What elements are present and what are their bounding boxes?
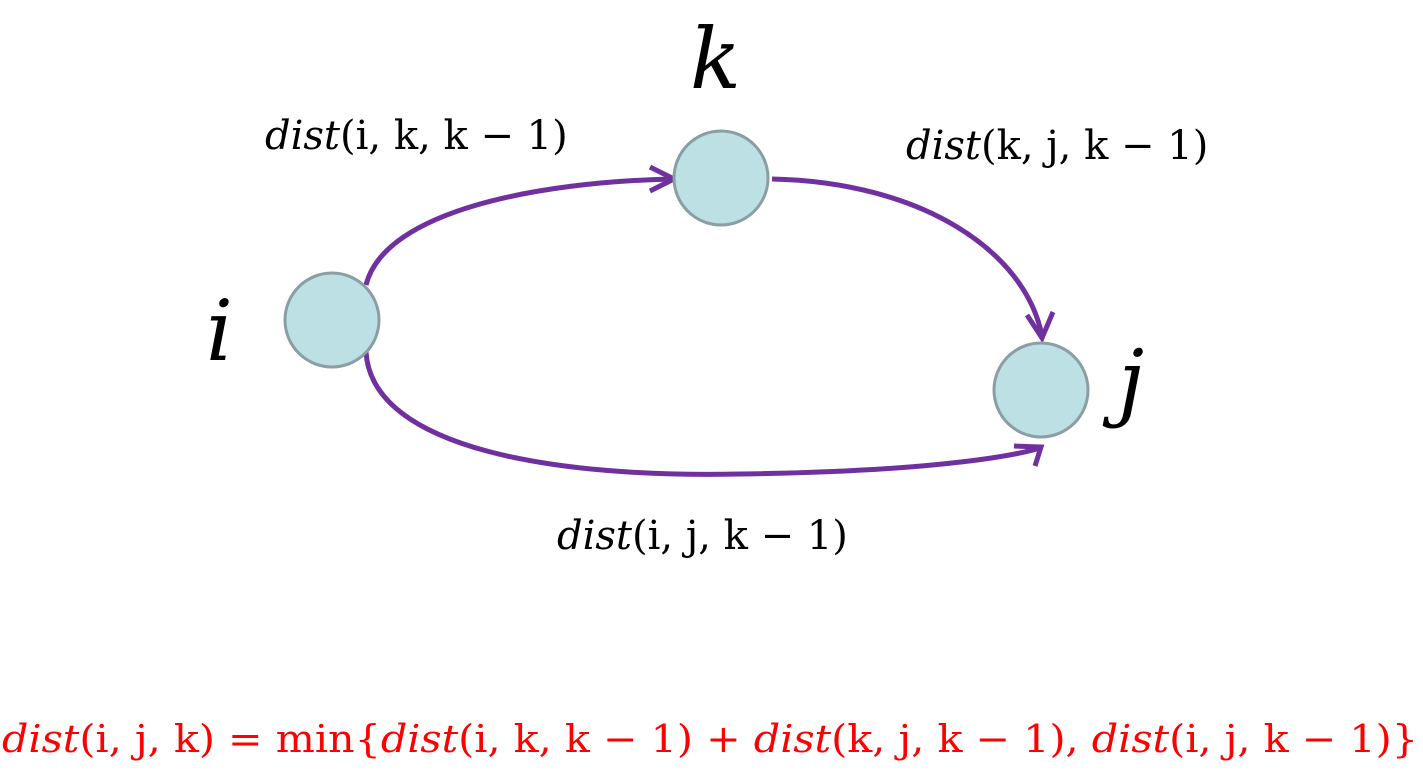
edge-label-k-to-j: dist(k, j, k − 1)	[906, 123, 1208, 169]
node-j	[992, 341, 1090, 439]
edge-k-to-j	[771, 176, 1045, 337]
edge-label-k-to-j-func: dist	[906, 123, 982, 169]
edge-label-k-to-j-args: (k, j, k − 1)	[981, 123, 1208, 169]
edge-i-to-j	[363, 351, 1041, 477]
arrowhead-i-to-j	[1013, 443, 1045, 467]
formula-term1-args: (i, k, k − 1)	[458, 717, 693, 761]
edge-label-i-to-j-args: (i, j, k − 1)	[632, 513, 848, 559]
edge-label-i-to-j-func: dist	[557, 513, 633, 559]
formula-term1-func: dist	[381, 717, 459, 761]
node-label-i: i	[206, 282, 233, 380]
node-label-j: j	[1102, 332, 1144, 430]
edge-label-i-to-j: dist(i, j, k − 1)	[557, 513, 848, 559]
node-label-k: k	[690, 10, 741, 108]
formula-plus: +	[693, 717, 754, 761]
formula-comma: ,	[1066, 717, 1092, 761]
arrowhead-k-to-j	[1024, 311, 1056, 344]
formula-term2-args: (k, j, k − 1)	[831, 717, 1065, 761]
formula-lhs-args: (i, j, k)	[79, 717, 215, 761]
formula-equals: =	[215, 717, 276, 761]
edge-label-i-to-k-args: (i, k, k − 1)	[340, 113, 568, 159]
formula-lhs-func: dist	[2, 717, 80, 761]
formula-term3-args: (i, j, k − 1)	[1169, 717, 1392, 761]
node-i	[283, 271, 381, 369]
edge-label-i-to-k: dist(i, k, k − 1)	[265, 113, 568, 159]
formula-term2-func: dist	[754, 717, 832, 761]
formula-open-brace: {	[355, 717, 381, 761]
formula-term3-func: dist	[1092, 717, 1170, 761]
edge-label-i-to-k-func: dist	[265, 113, 341, 159]
formula-min: min	[276, 717, 355, 761]
formula-close-brace: }	[1392, 717, 1418, 761]
edge-i-to-k	[363, 176, 673, 286]
recurrence-formula: dist (i, j, k) = min {dist (i, k, k − 1) + …	[2, 717, 1418, 761]
node-k	[672, 129, 770, 227]
